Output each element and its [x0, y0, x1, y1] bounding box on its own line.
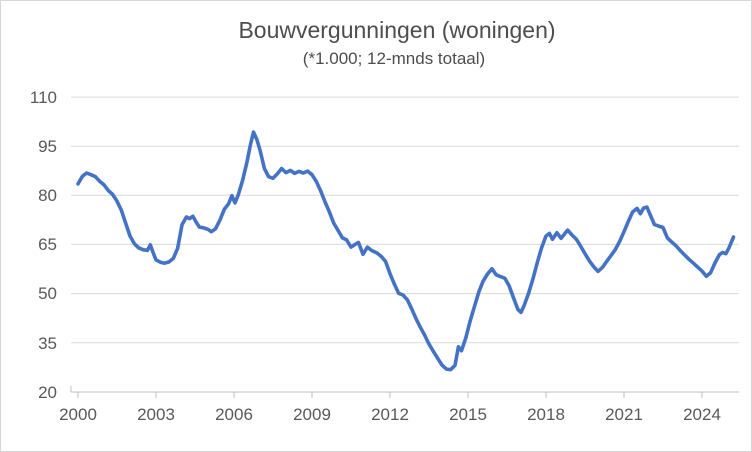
chart-subtitle: (*1.000; 12-mnds totaal) — [303, 49, 485, 68]
y-label-95: 95 — [38, 137, 57, 156]
y-label-35: 35 — [38, 334, 57, 353]
data-series-line — [76, 130, 736, 372]
x-label-2015: 2015 — [449, 405, 487, 424]
x-label-2018: 2018 — [527, 405, 565, 424]
y-label-50: 50 — [38, 284, 57, 303]
x-label-2000: 2000 — [59, 405, 97, 424]
x-label-2003: 2003 — [137, 405, 175, 424]
y-label-65: 65 — [38, 235, 57, 254]
x-label-2021: 2021 — [605, 405, 643, 424]
x-label-2009: 2009 — [293, 405, 331, 424]
y-label-20: 20 — [38, 383, 57, 402]
x-axis-labels: 2000 2003 2006 2009 2012 2015 2018 2021 … — [59, 405, 721, 424]
y-axis-labels: 110 95 80 65 50 35 20 — [30, 88, 57, 402]
gridlines — [71, 96, 739, 344]
chart-title: Bouwvergunningen (woningen) — [238, 17, 555, 43]
x-label-2012: 2012 — [371, 405, 409, 424]
y-label-110: 110 — [30, 88, 57, 107]
x-label-2006: 2006 — [215, 405, 253, 424]
x-axis — [70, 386, 739, 398]
y-label-80: 80 — [38, 186, 57, 205]
x-label-2024: 2024 — [683, 405, 721, 424]
